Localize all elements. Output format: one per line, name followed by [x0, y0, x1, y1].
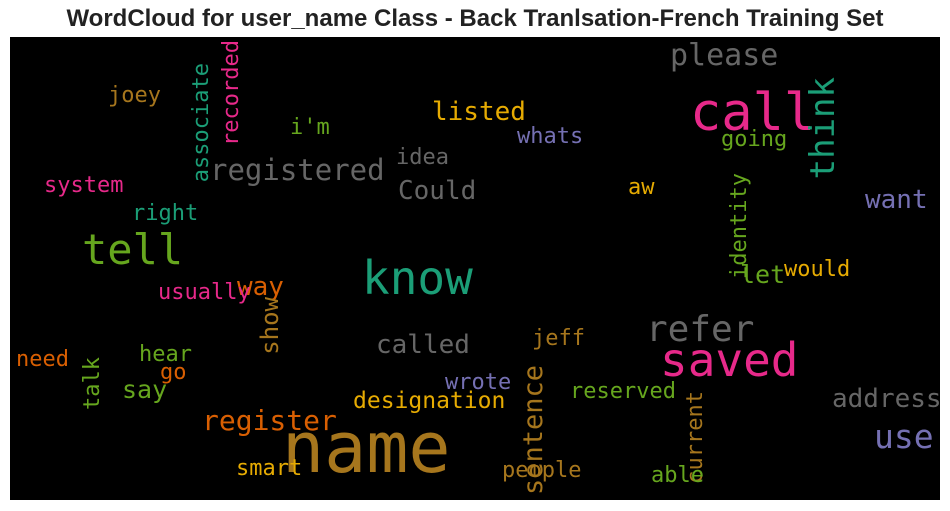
word-recorded: recorded — [219, 40, 244, 146]
word-show: show — [256, 297, 284, 355]
word-going: going — [721, 127, 788, 152]
word-idea: idea — [396, 145, 449, 170]
word-aw: aw — [628, 175, 655, 200]
word-saved: saved — [660, 333, 799, 387]
word-people: people — [502, 458, 582, 483]
word-wrote: wrote — [445, 370, 512, 395]
word-say: say — [122, 375, 168, 404]
word-registered: registered — [210, 153, 385, 187]
word-go: go — [160, 360, 187, 385]
word-refer: refer — [646, 309, 755, 350]
word-joey: joey — [108, 83, 161, 108]
word-whats: whats — [517, 124, 584, 149]
word-tell: tell — [82, 225, 184, 274]
word-i-m: i'm — [290, 115, 330, 140]
word-smart: smart — [236, 456, 303, 481]
word-jeff: jeff — [532, 326, 585, 351]
word-think: think — [803, 77, 843, 180]
word-call: call — [690, 83, 816, 143]
word-way: way — [237, 272, 284, 302]
word-register: register — [202, 404, 337, 437]
word-system: system — [44, 173, 124, 198]
word-please: please — [670, 38, 779, 73]
chart-title: WordCloud for user_name Class - Back Tra… — [66, 5, 884, 32]
word-know: know — [362, 251, 473, 305]
word-need: need — [16, 347, 69, 372]
word-let: let — [740, 260, 786, 289]
word-hear: hear — [139, 342, 192, 367]
word-right: right — [132, 201, 199, 226]
word-would: would — [784, 257, 851, 282]
word-want: want — [865, 185, 928, 215]
word-talk: talk — [80, 357, 105, 410]
word-called: called — [376, 330, 470, 360]
word-cloud-canvas: name call saved know tell refer think use please… — [10, 37, 940, 500]
word-designation: designation — [353, 388, 506, 414]
word-could: Could — [398, 176, 477, 206]
word-usually: usually — [158, 280, 251, 305]
word-address: address — [832, 384, 940, 414]
word-listed: listed — [432, 97, 526, 127]
word-associate: associate — [189, 63, 214, 183]
word-name: name — [282, 407, 451, 489]
word-identity: identity — [727, 173, 752, 279]
word-reserved: reserved — [570, 379, 676, 404]
word-use: use — [874, 417, 934, 456]
word-able: able — [651, 463, 704, 488]
